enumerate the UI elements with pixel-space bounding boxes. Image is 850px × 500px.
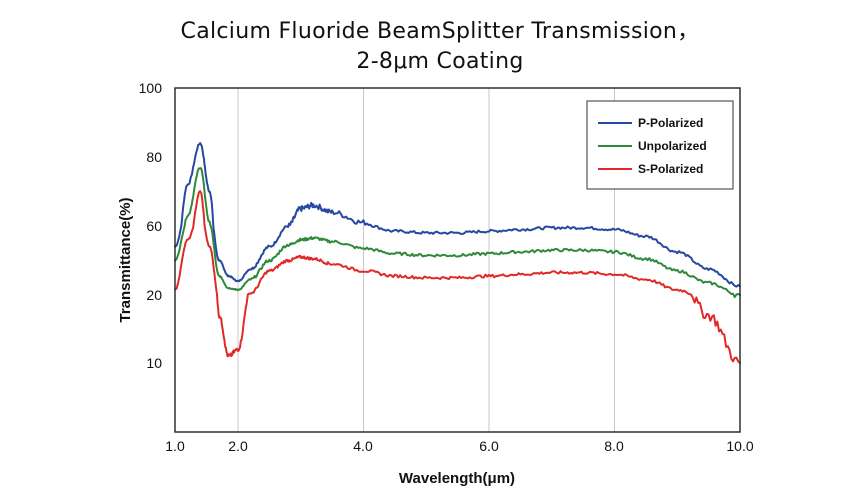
- y-tick-label: 100: [139, 80, 163, 96]
- y-tick-label: 20: [146, 287, 162, 303]
- legend-label-unpolarized: Unpolarized: [638, 139, 707, 153]
- series-line-s-polarized: [174, 190, 741, 364]
- x-tick-label: 4.0: [353, 438, 373, 454]
- legend-label-p-polarized: P-Polarized: [638, 116, 703, 130]
- series-line-unpolarized: [174, 167, 741, 299]
- x-tick-label: 1.0: [165, 438, 185, 454]
- y-tick-label: 10: [146, 355, 162, 371]
- data-series: [174, 142, 741, 364]
- legend: P-Polarized Unpolarized S-Polarized: [586, 100, 734, 190]
- y-axis-label: Transmittance(%): [117, 197, 134, 322]
- x-tick-label: 6.0: [479, 438, 499, 454]
- y-tick-label: 80: [146, 149, 162, 165]
- x-tick-label: 10.0: [726, 438, 753, 454]
- series-line-p-polarized: [174, 142, 741, 288]
- chart-title-line-1: Calcium Fluoride BeamSplitter Transmissi…: [181, 19, 700, 44]
- x-tick-label: 8.0: [604, 438, 624, 454]
- legend-label-s-polarized: S-Polarized: [638, 162, 703, 176]
- x-axis-label: Wavelength(μm): [399, 470, 515, 487]
- x-axis-ticks: 1.0 2.0 4.0 6.0 8.0 10.0: [165, 438, 754, 454]
- y-axis-ticks: 100 80 60 20 10: [139, 80, 163, 371]
- plot-area-frame: [174, 87, 741, 433]
- grid-lines: [237, 88, 615, 432]
- chart-title-line-2: 2-8μm Coating: [356, 49, 523, 74]
- x-tick-label: 2.0: [228, 438, 248, 454]
- y-tick-label: 60: [146, 218, 162, 234]
